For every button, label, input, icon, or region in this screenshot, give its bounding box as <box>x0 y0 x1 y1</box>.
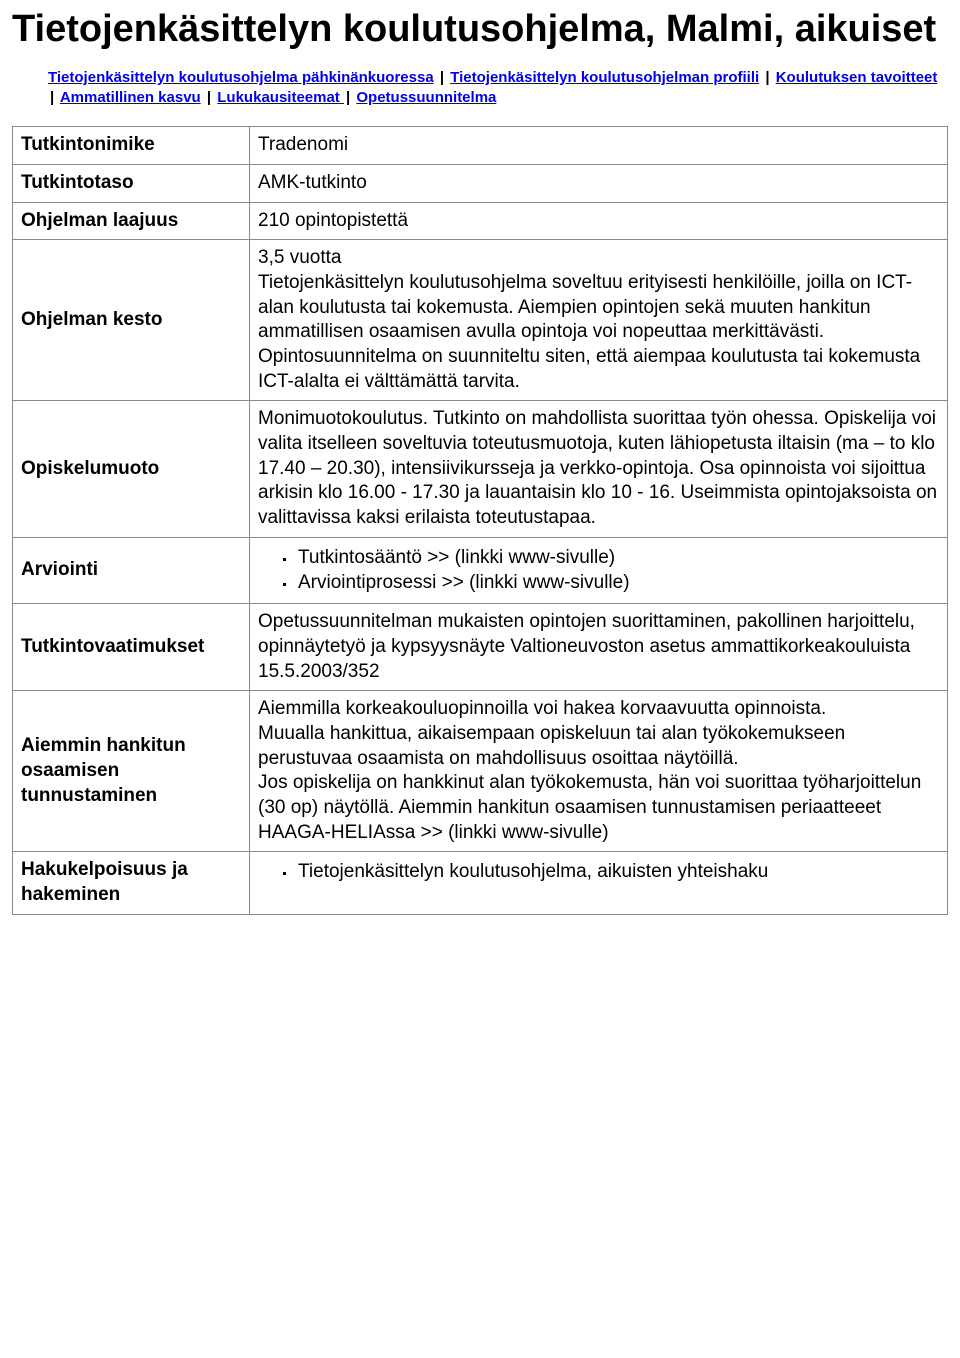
separator: | <box>346 89 350 106</box>
value-tunnustaminen: Aiemmilla korkeakouluopinnoilla voi hake… <box>250 691 948 852</box>
value-hakeminen: Tietojenkäsittelyn koulutusohjelma, aiku… <box>250 852 948 914</box>
value-arviointi: Tutkintosääntö >> (linkki www-sivulle) A… <box>250 537 948 603</box>
label-tutkintotaso: Tutkintotaso <box>13 164 250 202</box>
table-row: Tutkintonimike Tradenomi <box>13 127 948 165</box>
breadcrumb-nav: Tietojenkäsittelyn koulutusohjelma pähki… <box>12 68 948 109</box>
table-row: Arviointi Tutkintosääntö >> (linkki www-… <box>13 537 948 603</box>
info-table: Tutkintonimike Tradenomi Tutkintotaso AM… <box>12 126 948 915</box>
nav-link-goals[interactable]: Koulutuksen tavoitteet <box>776 69 938 86</box>
value-kesto: 3,5 vuottaTietojenkäsittelyn koulutusohj… <box>250 240 948 401</box>
hakeminen-list: Tietojenkäsittelyn koulutusohjelma, aiku… <box>258 860 939 885</box>
separator: | <box>50 89 54 106</box>
value-tutkintotaso: AMK-tutkinto <box>250 164 948 202</box>
page-title: Tietojenkäsittelyn koulutusohjelma, Malm… <box>12 8 948 52</box>
separator: | <box>207 89 211 106</box>
value-laajuus: 210 opintopistettä <box>250 202 948 240</box>
table-row: Opiskelumuoto Monimuotokoulutus. Tutkint… <box>13 401 948 537</box>
list-item: Tutkintosääntö >> (linkki www-sivulle) <box>296 546 939 571</box>
label-opiskelumuoto: Opiskelumuoto <box>13 401 250 537</box>
nav-link-growth[interactable]: Ammatillinen kasvu <box>60 89 201 106</box>
label-hakeminen: Hakukelpoisuus ja hakeminen <box>13 852 250 914</box>
value-vaatimukset: Opetussuunnitelman mukaisten opintojen s… <box>250 604 948 691</box>
table-row: Ohjelman laajuus 210 opintopistettä <box>13 202 948 240</box>
label-vaatimukset: Tutkintovaatimukset <box>13 604 250 691</box>
table-row: Aiemmin hankitun osaamisen tunnustaminen… <box>13 691 948 852</box>
label-arviointi: Arviointi <box>13 537 250 603</box>
table-row: Ohjelman kesto 3,5 vuottaTietojenkäsitte… <box>13 240 948 401</box>
label-laajuus: Ohjelman laajuus <box>13 202 250 240</box>
nav-link-themes[interactable]: Lukukausiteemat <box>217 89 344 106</box>
table-row: Tutkintovaatimukset Opetussuunnitelman m… <box>13 604 948 691</box>
separator: | <box>440 69 444 86</box>
nav-link-nutshell[interactable]: Tietojenkäsittelyn koulutusohjelma pähki… <box>48 69 434 86</box>
label-kesto: Ohjelman kesto <box>13 240 250 401</box>
table-row: Hakukelpoisuus ja hakeminen Tietojenkäsi… <box>13 852 948 914</box>
value-opiskelumuoto: Monimuotokoulutus. Tutkinto on mahdollis… <box>250 401 948 537</box>
nav-link-profile[interactable]: Tietojenkäsittelyn koulutusohjelman prof… <box>450 69 759 86</box>
arviointi-list: Tutkintosääntö >> (linkki www-sivulle) A… <box>258 546 939 595</box>
label-tunnustaminen: Aiemmin hankitun osaamisen tunnustaminen <box>13 691 250 852</box>
list-item: Arviointiprosessi >> (linkki www-sivulle… <box>296 571 939 596</box>
nav-link-curriculum[interactable]: Opetussuunnitelma <box>356 89 496 106</box>
table-row: Tutkintotaso AMK-tutkinto <box>13 164 948 202</box>
separator: | <box>765 69 769 86</box>
value-tutkintonimike: Tradenomi <box>250 127 948 165</box>
list-item: Tietojenkäsittelyn koulutusohjelma, aiku… <box>296 860 939 885</box>
label-tutkintonimike: Tutkintonimike <box>13 127 250 165</box>
